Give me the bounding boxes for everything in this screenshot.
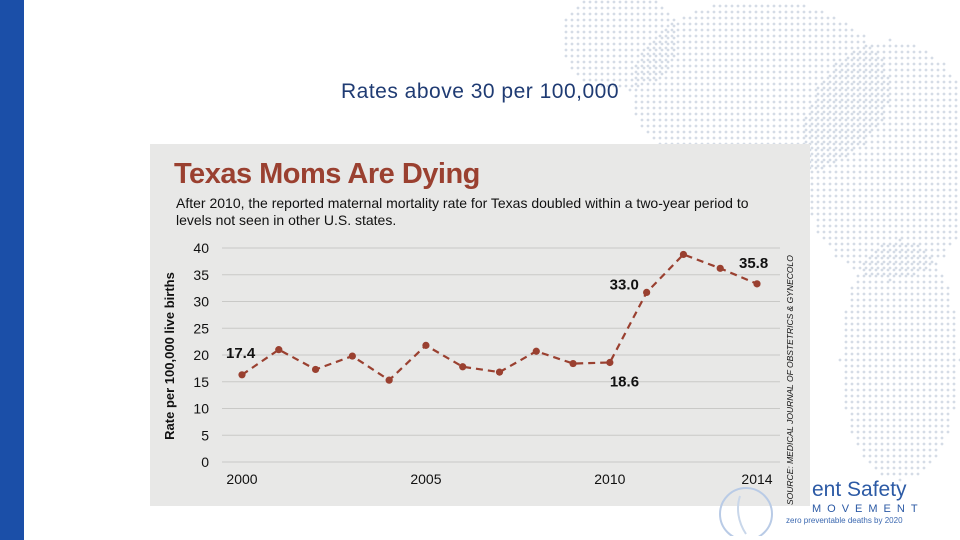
y-tick-label: 30 bbox=[193, 294, 209, 310]
data-point bbox=[459, 363, 467, 371]
data-point bbox=[532, 347, 540, 355]
logo-tagline: zero preventable deaths by 2020 bbox=[786, 516, 903, 525]
source-text: SOURCE: MEDICAL JOURNAL OF OBSTETRICS & … bbox=[785, 255, 795, 505]
data-label: 17.4 bbox=[226, 345, 256, 362]
series-line bbox=[241, 253, 758, 382]
line-chart: 0 5 10 15 20 25 30 35 40 2000 2005 2010 2014 Rate per… bbox=[162, 240, 780, 487]
x-tick-label: 2010 bbox=[594, 471, 625, 487]
world-map-dots bbox=[564, 0, 960, 482]
data-point bbox=[679, 250, 688, 259]
y-tick-label: 5 bbox=[201, 427, 209, 443]
y-tick-label: 0 bbox=[201, 454, 209, 470]
data-point bbox=[569, 359, 577, 368]
data-point bbox=[495, 368, 504, 376]
data-point bbox=[275, 346, 283, 354]
slide-title: Rates above 30 per 100,000 bbox=[340, 80, 620, 103]
data-point bbox=[643, 288, 651, 297]
data-label: 33.0 bbox=[610, 276, 639, 293]
data-point bbox=[311, 365, 320, 374]
x-tick-label: 2014 bbox=[741, 471, 772, 487]
left-accent-bar bbox=[0, 0, 24, 540]
data-point bbox=[716, 264, 724, 272]
source-note: SOURCE: MEDICAL JOURNAL OF OBSTETRICS & … bbox=[785, 255, 795, 505]
y-tick-label: 10 bbox=[193, 401, 209, 417]
logo-subtitle: MOVEMENT bbox=[812, 503, 924, 515]
data-point bbox=[385, 376, 393, 384]
y-axis-label: Rate per 100,000 live births bbox=[162, 272, 177, 440]
data-point bbox=[238, 371, 246, 379]
y-tick-label: 35 bbox=[193, 267, 209, 283]
data-point bbox=[753, 280, 761, 288]
x-tick-label: 2000 bbox=[226, 471, 257, 487]
y-tick-label: 40 bbox=[193, 240, 209, 256]
x-tick-label: 2005 bbox=[410, 471, 441, 487]
y-tick-label: 15 bbox=[193, 374, 209, 390]
chart-title: Texas Moms Are Dying bbox=[174, 158, 480, 190]
patient-safety-logo: ent Safety MOVEMENT zero preventable dea… bbox=[716, 474, 946, 536]
data-point bbox=[422, 341, 430, 349]
data-label: 35.8 bbox=[739, 255, 768, 272]
y-tick-label: 20 bbox=[193, 347, 209, 363]
data-point bbox=[606, 358, 614, 367]
data-label: 18.6 bbox=[610, 373, 639, 390]
logo-name: ent Safety bbox=[812, 478, 907, 501]
logo-emblem-icon bbox=[719, 487, 773, 536]
data-point bbox=[348, 352, 356, 360]
chart-panel: Texas Moms Are Dying After 2010, the rep… bbox=[150, 144, 810, 506]
chart-subtitle: After 2010, the reported maternal mortal… bbox=[176, 195, 749, 228]
y-tick-label: 25 bbox=[193, 320, 209, 336]
